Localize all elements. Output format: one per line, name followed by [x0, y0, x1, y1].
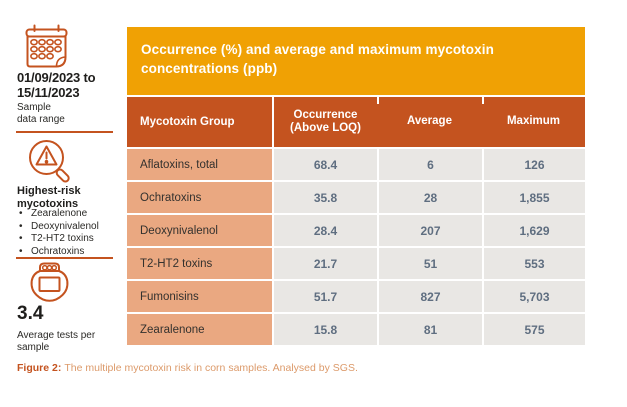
average-tests-label: Average tests per sample — [17, 330, 96, 353]
figure-caption-label: Figure 2: — [17, 362, 62, 374]
table-cell-occurrence: 21.7 — [274, 248, 377, 279]
sidebar-divider-1 — [16, 131, 113, 133]
table-row-group: Zearalenone — [127, 314, 272, 345]
table-cell-average: 827 — [379, 281, 482, 312]
list-item: Ochratoxins — [19, 246, 99, 259]
list-item: Zearalenone — [19, 208, 99, 221]
table-row-group: T2-HT2 toxins — [127, 248, 272, 279]
table-title-line1: Occurrence (%) and average and maximum m… — [141, 42, 494, 57]
list-item: Deoxynivalenol — [19, 221, 99, 234]
column-divider-notch — [482, 97, 484, 104]
mycotoxin-table: Mycotoxin Group Occurrence (Above LOQ) A… — [127, 97, 585, 345]
figure-caption-text: The multiple mycotoxin risk in corn samp… — [64, 362, 358, 374]
column-header-mycotoxin-group: Mycotoxin Group — [127, 97, 272, 147]
column-header-occurrence: Occurrence (Above LOQ) — [290, 108, 361, 135]
table-row-group: Aflatoxins, total — [127, 149, 272, 180]
calendar-icon — [23, 24, 70, 69]
table-cell-occurrence: 28.4 — [274, 215, 377, 246]
column-header-maximum: Maximum — [506, 115, 561, 128]
list-item: T2-HT2 toxins — [19, 233, 99, 246]
table-cell-maximum: 126 — [484, 149, 585, 180]
sidebar-divider-2 — [16, 257, 113, 259]
table-cell-average: 207 — [379, 215, 482, 246]
table-title-line2: concentrations (ppb) — [141, 61, 278, 76]
table-cell-average: 28 — [379, 182, 482, 213]
table-row-group: Fumonisins — [127, 281, 272, 312]
table-cell-maximum: 5,703 — [484, 281, 585, 312]
table-cell-maximum: 1,855 — [484, 182, 585, 213]
table-cell-occurrence: 68.4 — [274, 149, 377, 180]
table-cell-average: 6 — [379, 149, 482, 180]
table-cell-maximum: 1,629 — [484, 215, 585, 246]
date-range-line2: 15/11/2023 — [17, 84, 80, 100]
highest-risk-list: Zearalenone Deoxynivalenol T2-HT2 toxins… — [19, 208, 99, 259]
table-cell-occurrence: 51.7 — [274, 281, 377, 312]
analyzer-icon — [26, 262, 73, 305]
figure-caption: Figure 2: The multiple mycotoxin risk in … — [17, 362, 358, 375]
table-cell-occurrence: 15.8 — [274, 314, 377, 345]
table-cell-maximum: 553 — [484, 248, 585, 279]
table-row-group: Ochratoxins — [127, 182, 272, 213]
table-row-group: Deoxynivalenol — [127, 215, 272, 246]
table-cell-occurrence: 35.8 — [274, 182, 377, 213]
table-cell-average: 81 — [379, 314, 482, 345]
sample-date-range: 01/09/2023 to 15/11/2023 — [17, 70, 96, 100]
warning-magnifier-icon — [26, 137, 76, 186]
table-cell-average: 51 — [379, 248, 482, 279]
average-tests-value: 3.4 — [17, 303, 44, 324]
column-header-average: Average — [407, 115, 452, 128]
highest-risk-title: Highest-risk mycotoxins — [17, 185, 81, 210]
column-header-values-group: Occurrence (Above LOQ) Average Maximum — [274, 97, 585, 147]
date-range-line1: 01/09/2023 to — [17, 70, 96, 85]
table-cell-maximum: 575 — [484, 314, 585, 345]
sample-data-range-label: Sample data range — [17, 102, 65, 125]
column-divider-notch — [377, 97, 379, 104]
table-title-bar: Occurrence (%) and average and maximum m… — [127, 27, 585, 95]
